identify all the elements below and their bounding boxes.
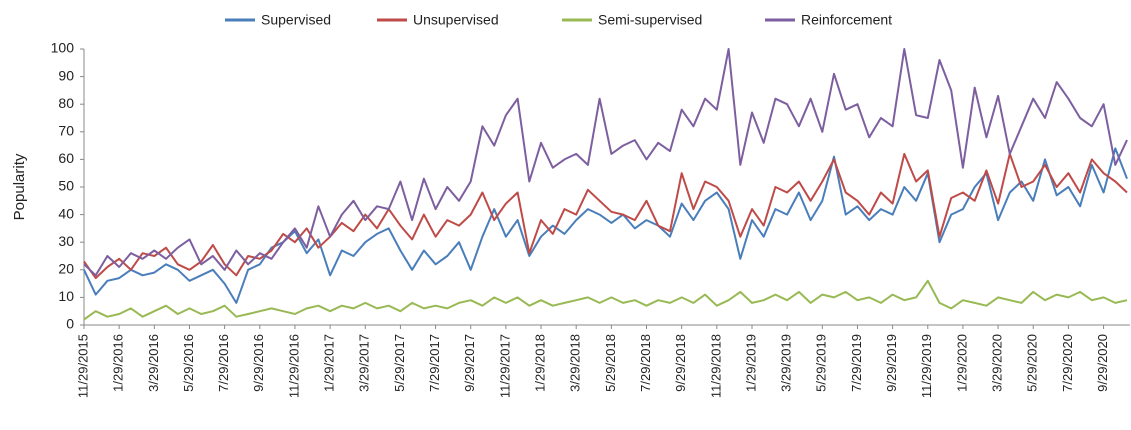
x-tick-label: 9/29/2019 (884, 334, 899, 392)
series-line (83, 152, 1128, 280)
x-tick-label: 3/29/2019 (779, 334, 794, 392)
x-tick-label: 3/29/2020 (990, 334, 1005, 392)
x-tick-label: 9/29/2016 (251, 334, 266, 392)
x-tick-label: 1/29/2016 (111, 334, 126, 392)
x-tick-label: 7/29/2019 (849, 334, 864, 392)
x-tick-label: 11/29/2015 (75, 334, 90, 398)
x-tick-label: 5/29/2016 (181, 334, 196, 392)
legend-label: Unsupervised (413, 12, 499, 28)
x-tick-label: 5/29/2020 (1025, 334, 1040, 392)
legend-label: Supervised (261, 12, 331, 28)
x-tick-label: 7/29/2016 (216, 334, 231, 392)
y-axis-label: Popularity (11, 153, 28, 220)
series-line (83, 147, 1128, 304)
y-tick-label: 60 (58, 150, 74, 166)
x-tick-label: 11/29/2018 (708, 334, 723, 398)
x-tick-label: 11/29/2017 (497, 334, 512, 398)
legend-label: Semi-supervised (598, 12, 702, 28)
y-tick-label: 0 (66, 316, 74, 332)
y-tick-label: 50 (58, 178, 74, 194)
x-tick-label: 5/29/2019 (814, 334, 829, 392)
x-tick-label: 1/29/2020 (954, 334, 969, 392)
legend-label: Reinforcement (801, 12, 892, 28)
x-tick-label: 11/29/2016 (286, 334, 301, 398)
x-tick-label: 1/29/2019 (743, 334, 758, 392)
x-tick-label: 9/29/2018 (673, 334, 688, 392)
x-tick-label: 3/29/2017 (357, 334, 372, 392)
x-tick-label: 3/29/2018 (568, 334, 583, 392)
x-tick-label: 5/29/2017 (392, 334, 407, 392)
series-line (83, 279, 1128, 321)
x-tick-label: 9/29/2020 (1095, 334, 1110, 392)
x-tick-label: 7/29/2020 (1060, 334, 1075, 392)
y-tick-label: 10 (58, 288, 74, 304)
y-tick-label: 30 (58, 233, 74, 249)
y-tick-label: 90 (58, 67, 74, 83)
series-line (83, 48, 1128, 277)
x-tick-label: 3/29/2016 (146, 334, 161, 392)
y-tick-label: 100 (51, 40, 75, 56)
y-tick-label: 80 (58, 95, 74, 111)
x-tick-label: 1/29/2017 (322, 334, 337, 392)
y-tick-label: 20 (58, 261, 74, 277)
x-tick-label: 5/29/2018 (603, 334, 618, 392)
y-tick-label: 40 (58, 205, 74, 221)
y-tick-label: 70 (58, 123, 74, 139)
x-tick-label: 7/29/2018 (638, 334, 653, 392)
x-tick-label: 11/29/2019 (919, 334, 934, 398)
x-tick-label: 1/29/2018 (532, 334, 547, 392)
x-tick-label: 7/29/2017 (427, 334, 442, 392)
x-tick-label: 9/29/2017 (462, 334, 477, 392)
